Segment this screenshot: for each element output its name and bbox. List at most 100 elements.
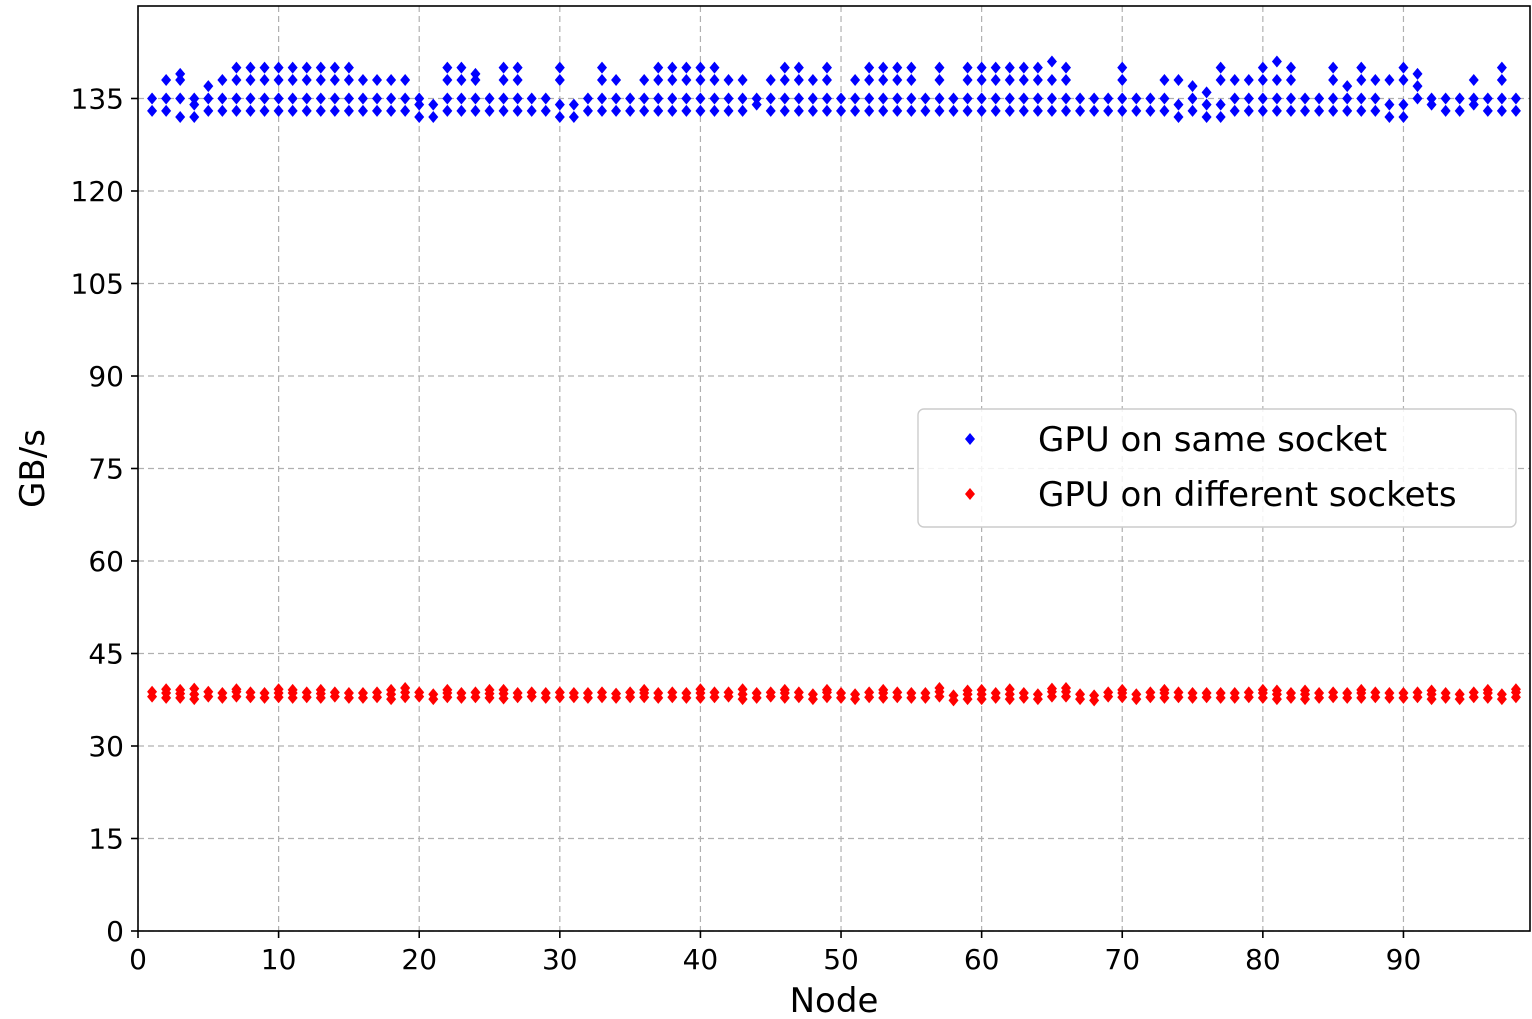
data-point	[1440, 92, 1451, 105]
data-point	[653, 92, 664, 105]
data-point	[400, 92, 411, 105]
data-point	[892, 92, 903, 105]
data-point	[1510, 92, 1521, 105]
data-point	[1004, 104, 1015, 117]
y-tick-label: 45	[88, 638, 124, 671]
data-point	[779, 104, 790, 117]
data-point	[1243, 92, 1254, 105]
data-point	[442, 104, 453, 117]
data-point	[1342, 80, 1353, 93]
data-points	[147, 55, 1521, 707]
data-point	[667, 686, 678, 699]
data-point	[315, 74, 326, 86]
data-point	[836, 686, 847, 699]
data-point	[1384, 98, 1395, 111]
x-tick-label: 40	[683, 943, 719, 976]
data-point	[625, 686, 636, 699]
legend-label-same-socket: GPU on same socket	[1038, 420, 1387, 460]
data-point	[611, 687, 622, 700]
data-point	[1243, 104, 1254, 117]
data-point	[442, 92, 453, 105]
data-point	[807, 104, 818, 117]
data-point	[1004, 92, 1015, 105]
data-point	[1328, 104, 1339, 117]
data-point	[189, 682, 200, 695]
data-point	[343, 74, 354, 86]
data-point	[147, 104, 158, 117]
data-point	[1215, 111, 1226, 123]
data-point	[470, 104, 481, 117]
data-point	[667, 61, 678, 74]
data-point	[723, 104, 734, 117]
data-point	[1496, 74, 1507, 86]
data-point	[245, 61, 256, 74]
legend: GPU on same socket GPU on different sock…	[917, 408, 1517, 528]
data-point	[653, 686, 664, 699]
data-point	[611, 92, 622, 105]
data-point	[1018, 74, 1029, 86]
data-point	[400, 682, 411, 695]
data-point	[948, 689, 959, 702]
data-point	[709, 686, 720, 699]
data-point	[456, 61, 467, 74]
data-point	[667, 92, 678, 105]
y-tick-label: 60	[88, 545, 124, 578]
data-point	[948, 92, 959, 105]
data-point	[1426, 98, 1437, 111]
data-point	[386, 92, 397, 105]
data-point	[639, 683, 650, 696]
data-point	[582, 104, 593, 117]
data-point	[597, 74, 607, 86]
data-point	[709, 74, 720, 86]
data-point	[526, 686, 537, 699]
data-point	[695, 61, 706, 74]
data-point	[301, 686, 312, 699]
data-point	[906, 686, 917, 699]
data-point	[1271, 74, 1282, 86]
data-point	[231, 92, 242, 105]
legend-label-different-sockets: GPU on different sockets	[1038, 475, 1457, 515]
data-point	[456, 92, 467, 105]
data-point	[343, 686, 354, 699]
data-point	[428, 688, 439, 701]
data-point	[976, 104, 987, 117]
data-point	[864, 104, 875, 117]
data-point	[807, 92, 818, 105]
data-point	[1075, 104, 1086, 117]
data-point	[1440, 104, 1451, 117]
data-point	[1468, 686, 1479, 699]
data-point	[470, 67, 481, 80]
data-point	[1159, 92, 1170, 105]
data-point	[273, 92, 284, 105]
data-point	[231, 683, 242, 696]
data-point	[147, 685, 158, 698]
data-point	[976, 92, 987, 105]
data-point	[1075, 92, 1086, 105]
data-point	[1496, 92, 1507, 105]
data-point	[864, 92, 875, 105]
data-point	[695, 92, 706, 105]
data-point	[1018, 92, 1029, 105]
data-point	[470, 686, 481, 699]
data-point	[892, 686, 903, 699]
data-point	[287, 74, 298, 86]
data-point	[1398, 98, 1409, 111]
data-point	[597, 686, 607, 699]
data-point	[709, 92, 720, 105]
data-point	[1300, 92, 1311, 105]
data-point	[807, 688, 818, 701]
data-point	[695, 74, 706, 86]
data-point	[512, 686, 523, 699]
data-point	[1468, 98, 1479, 111]
data-point	[1257, 683, 1268, 696]
data-point	[892, 61, 903, 74]
data-point	[540, 104, 551, 117]
data-point	[821, 683, 832, 696]
x-tick-label: 90	[1386, 943, 1422, 976]
data-point	[1482, 683, 1493, 696]
data-point	[1089, 104, 1100, 117]
data-point	[1356, 92, 1367, 105]
data-point	[1496, 104, 1507, 117]
data-point	[850, 104, 861, 117]
data-point	[1004, 61, 1015, 74]
